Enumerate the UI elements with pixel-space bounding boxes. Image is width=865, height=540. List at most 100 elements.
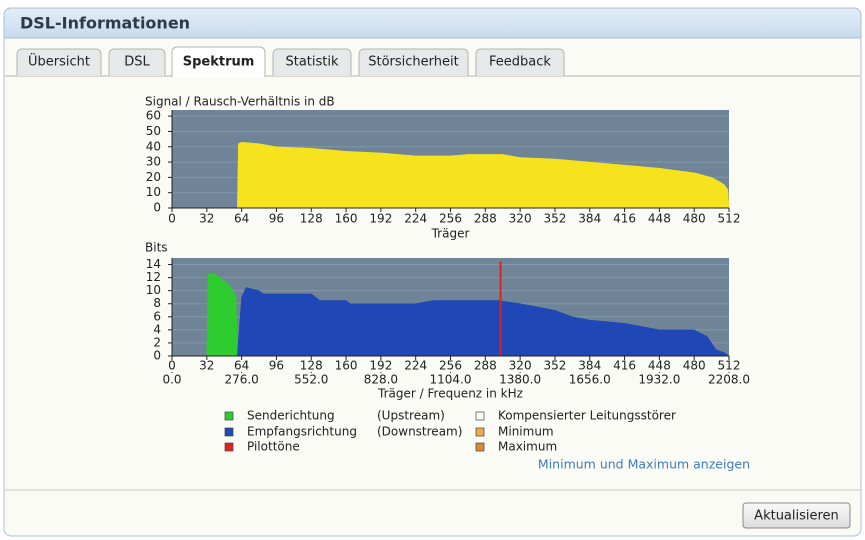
legend-label: Empfangsrichtung — [247, 425, 357, 439]
x2-tick-label: 552.0 — [294, 373, 328, 387]
x-tick-label: 0 — [168, 359, 176, 373]
tab-shape[interactable] — [16, 48, 102, 76]
x-tick-label: 224 — [404, 359, 427, 373]
y-tick-label: 6 — [153, 309, 161, 323]
legend-swatch — [224, 427, 234, 437]
x-tick-label: 0 — [168, 212, 176, 226]
x2-tick-label: 1380.0 — [499, 373, 541, 387]
legend-note: (Downstream) — [377, 425, 462, 439]
x-tick-label: 512 — [718, 212, 741, 226]
x-tick-label: 128 — [300, 359, 323, 373]
x-tick-label: 256 — [439, 359, 462, 373]
tab[interactable]: Störsicherheit — [358, 48, 469, 76]
legend-label: Kompensierter Leitungsstörer — [498, 409, 676, 423]
refresh-button[interactable]: Aktualisieren — [742, 502, 851, 529]
x-tick-label: 128 — [300, 212, 323, 226]
button-label[interactable]: Aktualisieren — [754, 509, 839, 524]
legend-label: Maximum — [498, 440, 557, 454]
x-tick-label: 416 — [613, 359, 636, 373]
x-tick-label: 320 — [509, 212, 532, 226]
x-tick-label: 512 — [718, 359, 741, 373]
x-tick-label: 320 — [509, 359, 532, 373]
tab-label[interactable]: Spektrum — [183, 55, 255, 70]
x-tick-label: 224 — [404, 212, 427, 226]
x-tick-label: 192 — [369, 212, 392, 226]
area — [237, 141, 730, 209]
y-tick-label: 4 — [153, 322, 161, 336]
x-tick-label: 352 — [543, 212, 566, 226]
x-tick-label: 64 — [234, 359, 249, 373]
x-tick-label: 384 — [578, 212, 601, 226]
x-tick-label: 160 — [335, 212, 358, 226]
tab-shape[interactable] — [272, 48, 352, 76]
legend-label: Senderichtung — [247, 409, 335, 423]
x-tick-label: 480 — [683, 359, 706, 373]
x2-tick-label: 0.0 — [162, 373, 181, 387]
header-title: DSL-Informationen — [20, 14, 190, 33]
tab-label[interactable]: Störsicherheit — [368, 55, 458, 70]
x-tick-label: 96 — [269, 212, 284, 226]
pilot-tone — [499, 261, 502, 356]
tab[interactable]: Übersicht — [16, 48, 102, 76]
x-tick-label: 192 — [369, 359, 392, 373]
y-tick-label: 20 — [146, 170, 161, 184]
x-tick-label: 480 — [683, 212, 706, 226]
x-tick-label: 352 — [543, 359, 566, 373]
tab[interactable]: Spektrum — [171, 46, 266, 77]
legend-swatch — [475, 411, 485, 421]
x-tick-label: 448 — [648, 359, 671, 373]
legend-swatch — [475, 442, 485, 452]
minmax-link[interactable]: Minimum und Maximum anzeigen — [538, 457, 750, 472]
x-tick-label: 416 — [613, 212, 636, 226]
x-tick-label: 288 — [474, 212, 497, 226]
tab-shape[interactable] — [475, 48, 565, 76]
tab-shape[interactable] — [171, 46, 266, 77]
y-tick-label: 14 — [146, 257, 161, 271]
chart-title: Bits — [145, 241, 168, 255]
y-tick-label: 0 — [153, 201, 161, 215]
tab[interactable]: Feedback — [475, 48, 565, 76]
x-tick-label: 96 — [269, 359, 284, 373]
x2-tick-label: 276.0 — [224, 373, 258, 387]
x2-tick-label: 1932.0 — [638, 373, 680, 387]
x-tick-label: 32 — [199, 212, 214, 226]
x2-tick-label: 1104.0 — [430, 373, 472, 387]
area — [206, 274, 238, 357]
tab-shape[interactable] — [108, 48, 166, 76]
tab[interactable]: Statistik — [272, 48, 352, 76]
legend-swatch — [224, 411, 234, 421]
y-tick-label: 40 — [146, 139, 161, 153]
legend-label: Pilottöne — [247, 440, 300, 454]
legend-swatch — [224, 442, 234, 452]
x-tick-label: 64 — [234, 212, 249, 226]
tab-label[interactable]: DSL — [124, 55, 150, 70]
tab-label[interactable]: Feedback — [489, 55, 551, 70]
x2-tick-label: 1656.0 — [569, 373, 611, 387]
chart-title: Signal / Rausch-Verhältnis in dB — [145, 95, 335, 109]
legend-label: Minimum — [498, 425, 554, 439]
x2-tick-label: 2208.0 — [708, 373, 750, 387]
y-tick-label: 60 — [146, 109, 161, 123]
x-tick-label: 32 — [199, 359, 214, 373]
tab-label[interactable]: Statistik — [285, 55, 339, 70]
y-tick-label: 8 — [153, 296, 161, 310]
legend-note: (Upstream) — [377, 409, 445, 423]
tab[interactable]: DSL — [108, 48, 166, 76]
y-tick-label: 2 — [153, 335, 161, 349]
x-tick-label: 160 — [335, 359, 358, 373]
button-frame[interactable] — [742, 502, 851, 529]
y-tick-label: 12 — [146, 270, 161, 284]
area — [237, 287, 730, 357]
x-axis-label: Träger / Frequenz in kHz — [377, 387, 523, 401]
tab-shape[interactable] — [358, 48, 469, 76]
x2-tick-label: 828.0 — [364, 373, 398, 387]
tab-label[interactable]: Übersicht — [28, 53, 90, 70]
y-tick-label: 0 — [153, 349, 161, 363]
legend-swatch — [475, 427, 485, 437]
x-tick-label: 288 — [474, 359, 497, 373]
x-tick-label: 448 — [648, 212, 671, 226]
x-axis-label: Träger — [431, 227, 470, 241]
x-tick-label: 384 — [578, 359, 601, 373]
